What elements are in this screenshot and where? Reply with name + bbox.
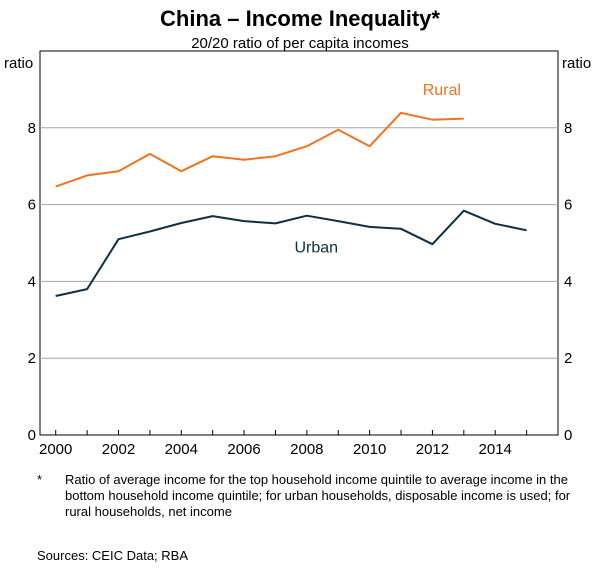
y-ticks: 0 0 2 2 4 4 6 6 8 8 bbox=[28, 120, 573, 444]
series-line-rural bbox=[55, 111, 464, 188]
footnote: * Ratio of average income for the top ho… bbox=[37, 472, 577, 520]
chart-subtitle: 20/20 ratio of per capita incomes bbox=[191, 35, 409, 52]
chart-title: China – Income Inequality* bbox=[160, 6, 440, 31]
x-tick-label-2002: 2002 bbox=[102, 441, 135, 458]
series-labels: Rural Urban bbox=[294, 82, 460, 256]
y-tick-label-right-4: 4 bbox=[564, 273, 572, 290]
footnote-mark: * bbox=[37, 472, 43, 487]
x-tick-label-2000: 2000 bbox=[39, 441, 72, 458]
footnote-text: Ratio of average income for the top hous… bbox=[65, 472, 571, 519]
y-tick-label-right-8: 8 bbox=[564, 120, 572, 137]
y-tick-label-left-0: 0 bbox=[28, 427, 36, 444]
gridlines bbox=[40, 127, 558, 359]
x-tick-label-2010: 2010 bbox=[353, 441, 386, 458]
x-tick-label-2012: 2012 bbox=[416, 441, 449, 458]
y-tick-label-left-4: 4 bbox=[28, 273, 36, 290]
series-label-rural: Rural bbox=[423, 82, 461, 99]
sources: Sources: CEIC Data; RBA bbox=[37, 548, 188, 563]
y-tick-label-right-0: 0 bbox=[564, 427, 572, 444]
x-tick-label-2014: 2014 bbox=[479, 441, 512, 458]
y-tick-label-left-2: 2 bbox=[28, 350, 36, 367]
y-tick-label-right-6: 6 bbox=[564, 197, 572, 214]
series-group bbox=[55, 111, 527, 297]
y-tick-label-left-6: 6 bbox=[28, 197, 36, 214]
plot-frame bbox=[39, 50, 559, 436]
x-tick-label-2004: 2004 bbox=[165, 441, 198, 458]
x-tick-label-2006: 2006 bbox=[227, 441, 260, 458]
y-tick-label-left-8: 8 bbox=[28, 120, 36, 137]
x-tick-label-2008: 2008 bbox=[290, 441, 323, 458]
y-axis-label-left: ratio bbox=[4, 55, 33, 72]
chart: China – Income Inequality* 20/20 ratio o… bbox=[4, 6, 591, 458]
series-label-urban: Urban bbox=[294, 240, 338, 257]
y-tick-label-right-2: 2 bbox=[564, 350, 572, 367]
x-ticks: 2000 2002 2004 2006 2008 2010 2012 2014 bbox=[39, 430, 559, 458]
y-axis-label-right: ratio bbox=[562, 55, 591, 72]
series-line-urban bbox=[55, 209, 527, 297]
